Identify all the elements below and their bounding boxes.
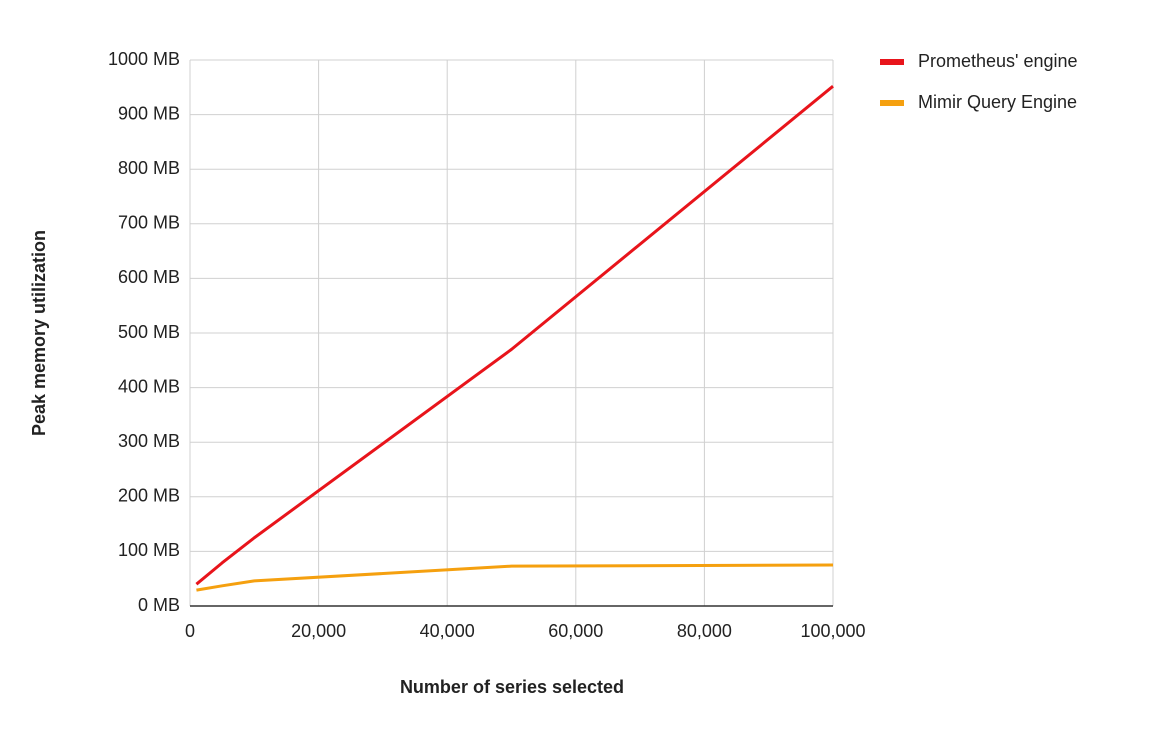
- x-tick-label: 0: [185, 621, 195, 641]
- y-tick-label: 100 MB: [118, 540, 180, 560]
- x-axis-title: Number of series selected: [400, 677, 624, 697]
- y-tick-label: 1000 MB: [108, 49, 180, 69]
- x-tick-label: 100,000: [800, 621, 865, 641]
- series-line: [196, 563, 834, 592]
- y-tick-label: 200 MB: [118, 486, 180, 506]
- legend-label: Prometheus' engine: [918, 51, 1078, 71]
- y-axis-title: Peak memory utilization: [29, 230, 49, 436]
- y-tick-label: 0 MB: [138, 595, 180, 615]
- x-tick-label: 80,000: [677, 621, 732, 641]
- y-tick-label: 800 MB: [118, 158, 180, 178]
- x-tick-label: 40,000: [420, 621, 475, 641]
- x-tick-label: 20,000: [291, 621, 346, 641]
- legend-label: Mimir Query Engine: [918, 92, 1077, 112]
- y-tick-label: 300 MB: [118, 431, 180, 451]
- y-tick-label: 600 MB: [118, 267, 180, 287]
- series-line: [195, 85, 834, 586]
- y-tick-label: 400 MB: [118, 376, 180, 396]
- y-tick-label: 900 MB: [118, 103, 180, 123]
- y-tick-label: 700 MB: [118, 213, 180, 233]
- y-tick-label: 500 MB: [118, 322, 180, 342]
- x-tick-label: 60,000: [548, 621, 603, 641]
